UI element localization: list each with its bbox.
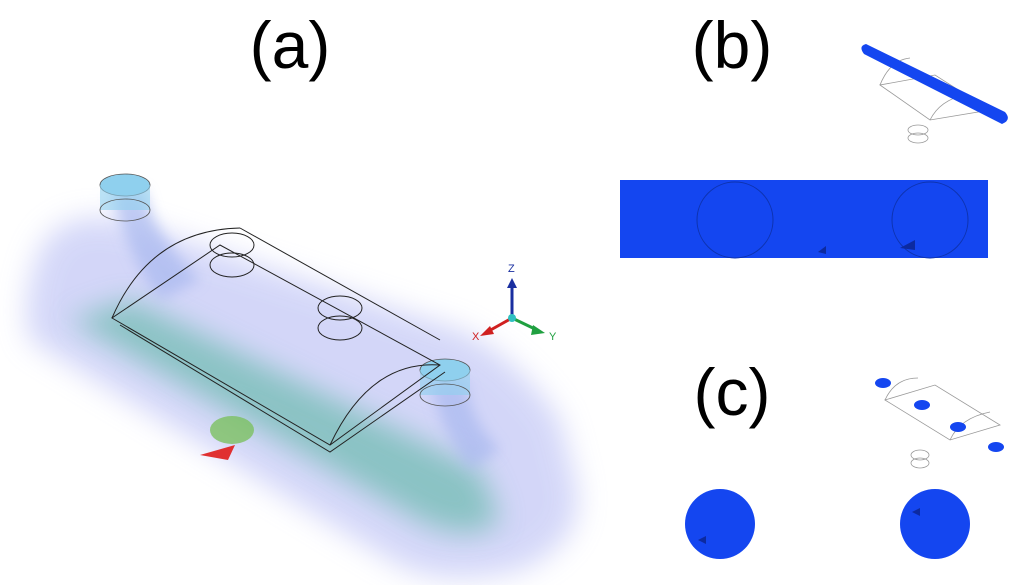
panel-c-inset: [875, 378, 1004, 468]
figure: Z X Y (a) (b) (c): [0, 0, 1016, 585]
panel-label: (c): [694, 355, 771, 429]
axis-label-x: X: [472, 331, 480, 343]
axis-label-y: Y: [549, 331, 557, 343]
tank-visualization: [27, 174, 578, 578]
panel-label: (b): [692, 8, 773, 82]
panel-b-inset: [861, 44, 1007, 143]
axis-label-z: Z: [508, 263, 515, 275]
panel-c-surfaces: [685, 489, 970, 559]
panel-b-surface: [620, 180, 988, 258]
axis-triad: Z X Y: [472, 263, 557, 343]
panel-label: (a): [250, 8, 331, 82]
